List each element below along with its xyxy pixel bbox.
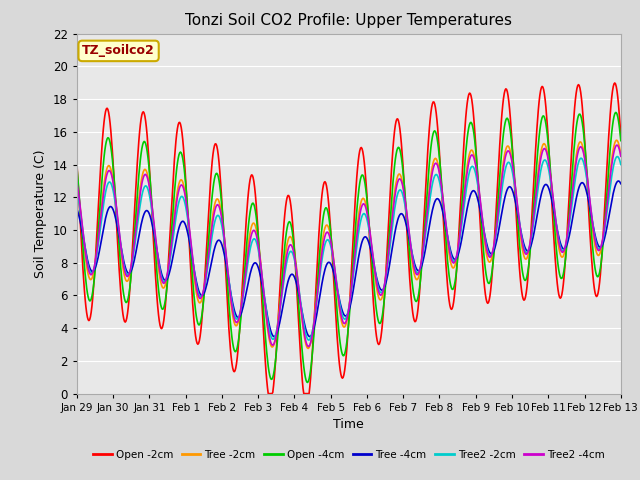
- Title: Tonzi Soil CO2 Profile: Upper Temperatures: Tonzi Soil CO2 Profile: Upper Temperatur…: [186, 13, 512, 28]
- Tree2 -4cm: [194, 291, 202, 297]
- Open -2cm: [73, 158, 81, 164]
- Tree2 -2cm: [139, 189, 147, 195]
- Tree -2cm: [431, 156, 439, 161]
- Open -2cm: [83, 310, 90, 315]
- Tree -2cm: [223, 259, 230, 264]
- Tree2 -4cm: [617, 154, 625, 159]
- Tree2 -4cm: [73, 179, 81, 184]
- Open -4cm: [304, 380, 312, 385]
- Line: Tree2 -4cm: Tree2 -4cm: [77, 145, 621, 347]
- Tree -2cm: [83, 263, 90, 269]
- Tree2 -2cm: [83, 255, 90, 261]
- Legend: Open -2cm, Tree -2cm, Open -4cm, Tree -4cm, Tree2 -2cm, Tree2 -4cm: Open -2cm, Tree -2cm, Open -4cm, Tree -4…: [89, 445, 609, 464]
- Open -2cm: [617, 133, 625, 139]
- Tree2 -4cm: [83, 257, 90, 263]
- Tree2 -4cm: [223, 256, 230, 262]
- Open -4cm: [194, 321, 202, 326]
- Text: TZ_soilco2: TZ_soilco2: [82, 44, 155, 58]
- Open -4cm: [223, 269, 230, 275]
- Tree2 -4cm: [139, 177, 147, 183]
- Tree2 -2cm: [613, 154, 621, 159]
- Open -4cm: [139, 142, 147, 148]
- Tree2 -2cm: [617, 162, 625, 168]
- Tree -2cm: [305, 346, 312, 351]
- Open -4cm: [416, 285, 424, 291]
- Tree2 -4cm: [431, 160, 439, 166]
- Tree -4cm: [83, 253, 90, 259]
- Tree -2cm: [73, 177, 81, 183]
- Open -4cm: [431, 129, 439, 134]
- Open -4cm: [617, 138, 625, 144]
- Tree2 -2cm: [416, 267, 424, 273]
- Open -4cm: [73, 163, 81, 169]
- Y-axis label: Soil Temperature (C): Soil Temperature (C): [34, 149, 47, 278]
- Tree -2cm: [612, 137, 620, 143]
- Tree2 -4cm: [305, 344, 312, 349]
- Line: Open -2cm: Open -2cm: [77, 83, 621, 394]
- Line: Tree -2cm: Tree -2cm: [77, 140, 621, 348]
- Tree -2cm: [194, 297, 202, 302]
- Open -2cm: [139, 109, 147, 115]
- Open -2cm: [194, 341, 202, 347]
- Open -4cm: [83, 285, 90, 290]
- Open -2cm: [431, 105, 439, 110]
- Open -2cm: [223, 288, 230, 293]
- Tree -2cm: [139, 171, 147, 177]
- Tree -4cm: [617, 181, 625, 187]
- X-axis label: Time: Time: [333, 418, 364, 431]
- Open -2cm: [611, 80, 619, 86]
- Line: Tree2 -2cm: Tree2 -2cm: [77, 156, 621, 340]
- Tree -4cm: [73, 206, 81, 212]
- Tree -4cm: [431, 198, 439, 204]
- Tree -4cm: [614, 178, 622, 184]
- Open -4cm: [612, 109, 620, 115]
- Tree -4cm: [223, 264, 230, 270]
- Tree2 -2cm: [73, 187, 81, 193]
- Tree2 -4cm: [416, 267, 424, 273]
- Line: Open -4cm: Open -4cm: [77, 112, 621, 383]
- Open -2cm: [264, 391, 272, 396]
- Tree2 -2cm: [223, 257, 230, 263]
- Line: Tree -4cm: Tree -4cm: [77, 181, 621, 336]
- Tree2 -2cm: [431, 172, 439, 178]
- Tree -4cm: [416, 267, 424, 273]
- Tree -4cm: [139, 216, 147, 221]
- Tree -2cm: [416, 271, 424, 276]
- Tree -2cm: [617, 152, 625, 157]
- Tree -4cm: [271, 334, 278, 339]
- Tree2 -2cm: [194, 288, 202, 294]
- Tree2 -4cm: [613, 142, 621, 148]
- Open -2cm: [416, 289, 424, 295]
- Tree2 -2cm: [305, 337, 313, 343]
- Tree -4cm: [194, 285, 202, 291]
